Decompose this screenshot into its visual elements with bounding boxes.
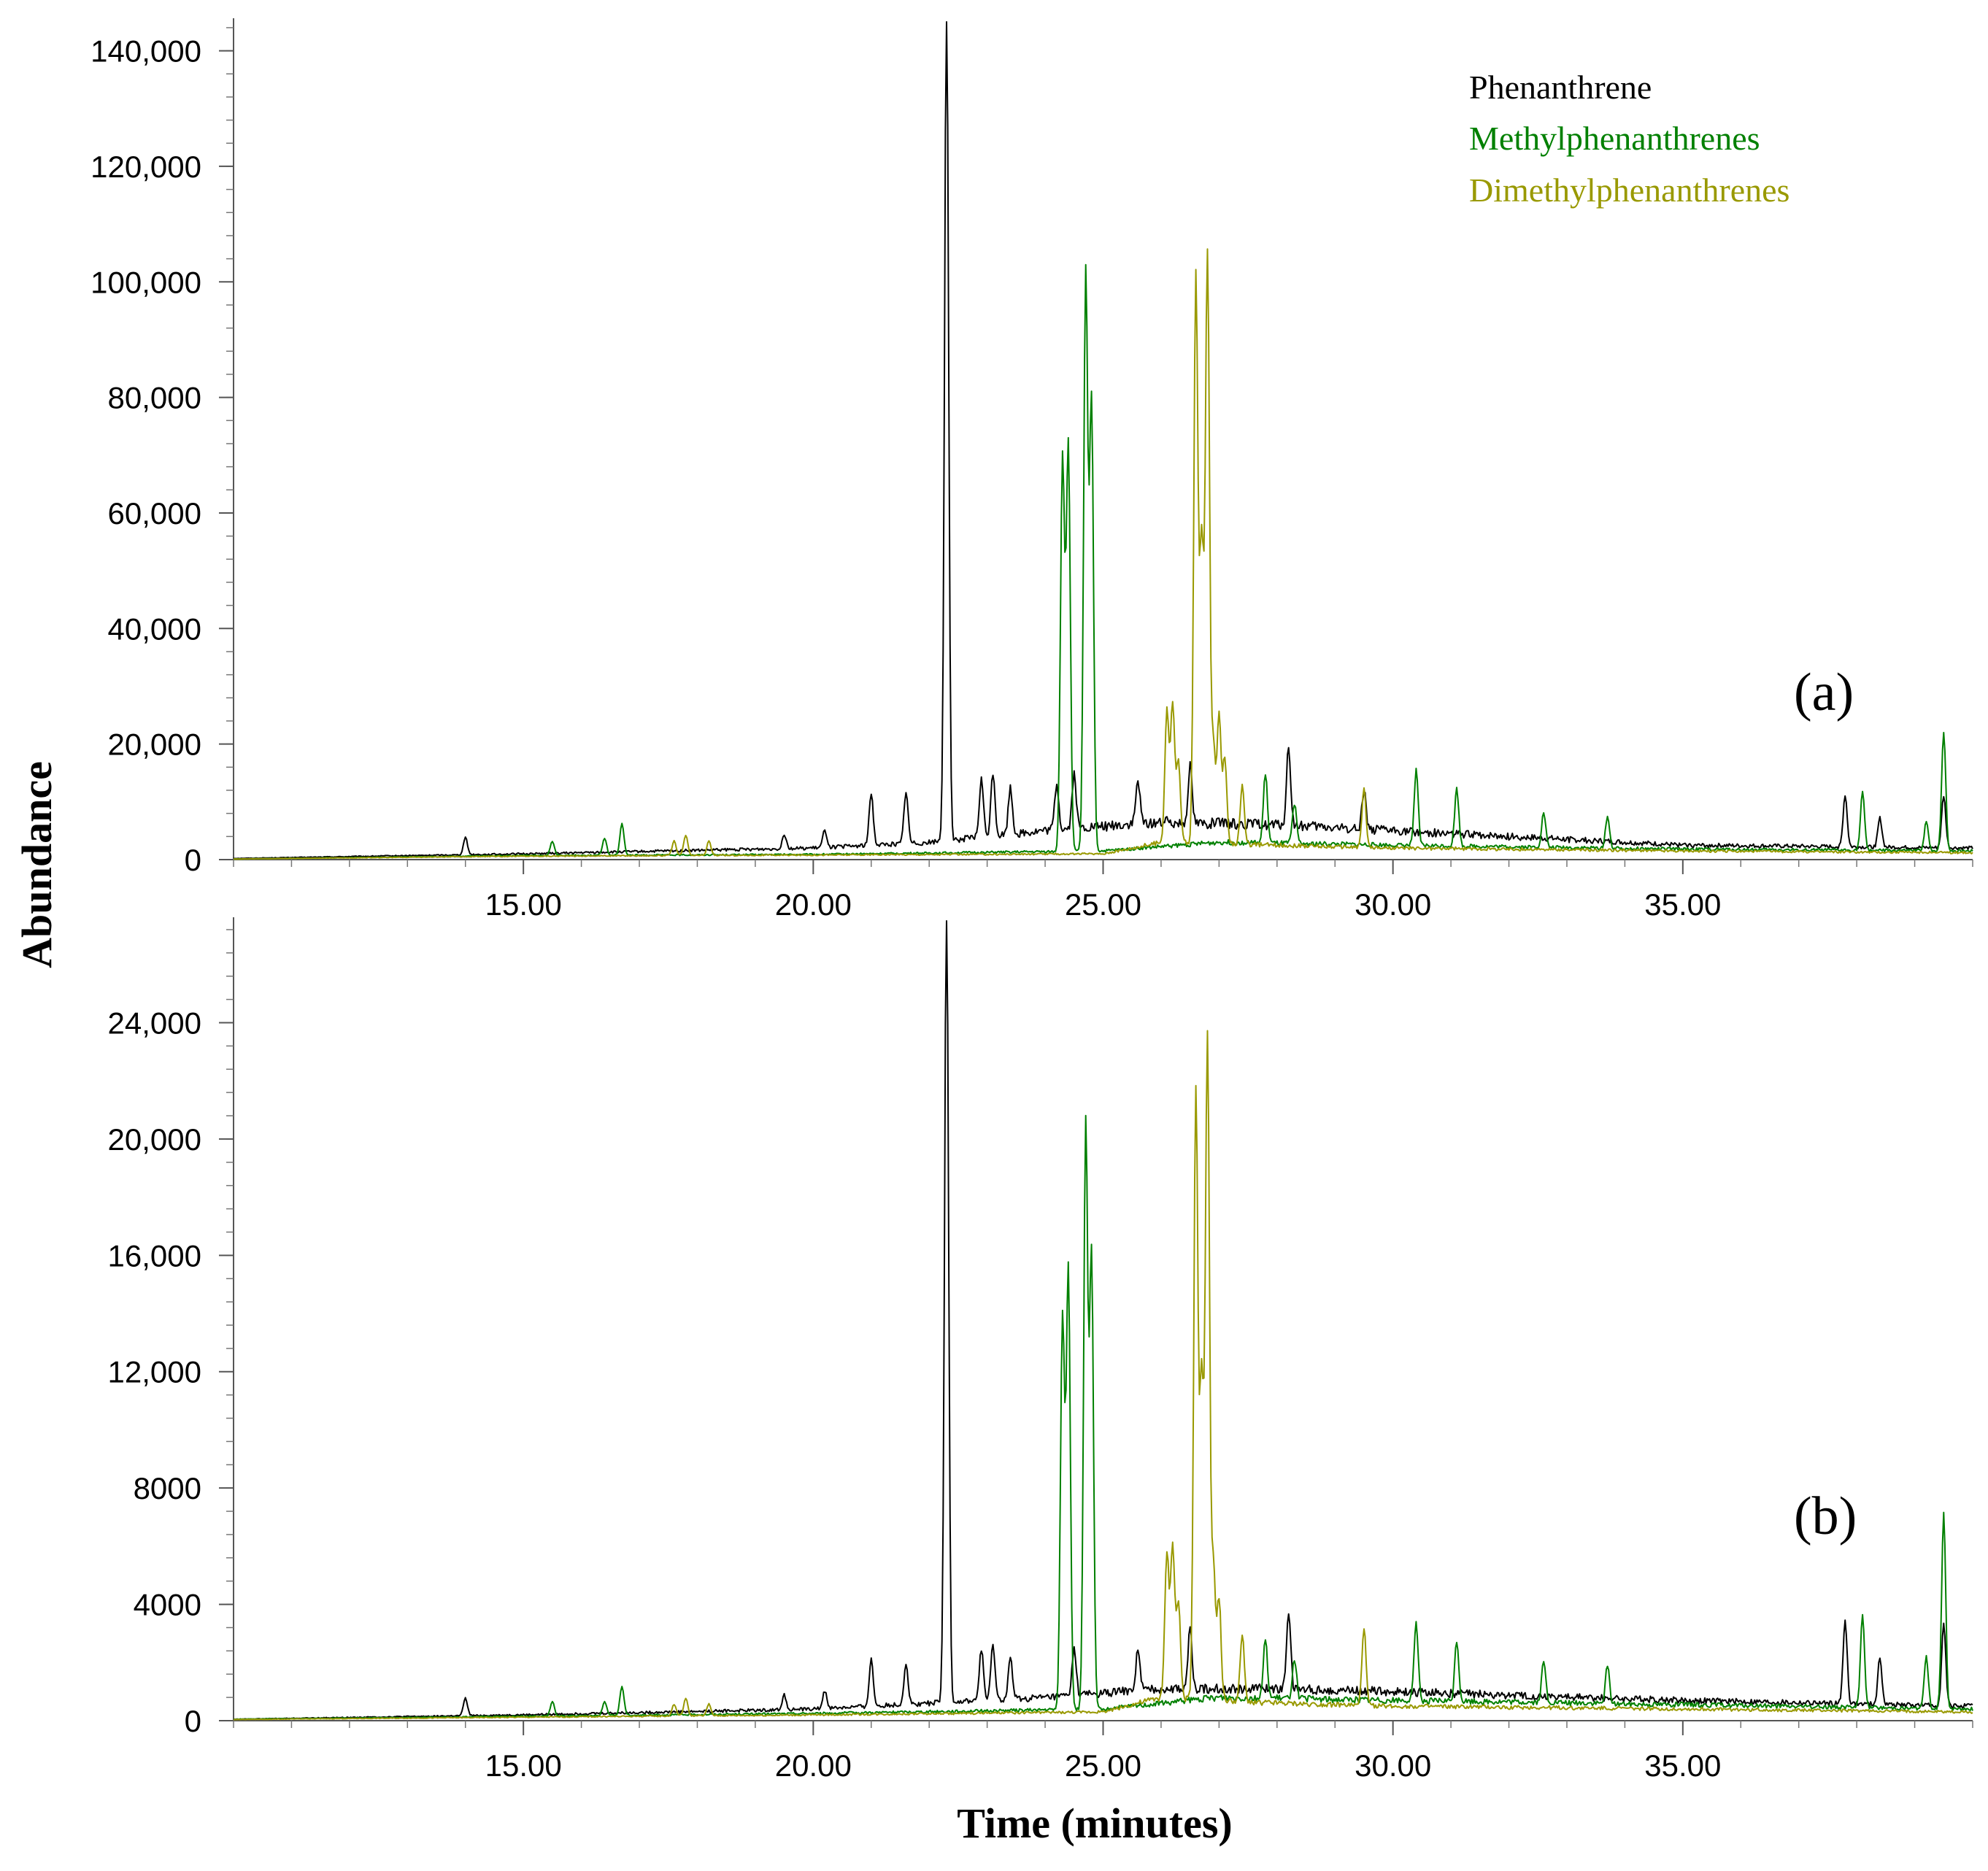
y-tick-label: 80,000 <box>108 381 201 415</box>
y-tick-label: 120,000 <box>90 150 201 184</box>
legend-entry-methylphenanthrenes: Methylphenanthrenes <box>1469 120 1760 157</box>
x-axis-title: Time (minutes) <box>957 1799 1233 1847</box>
y-tick-label: 100,000 <box>90 265 201 299</box>
y-tick-label: 40,000 <box>108 612 201 646</box>
y-tick-label: 12,000 <box>108 1355 201 1389</box>
y-tick-label: 20,000 <box>108 728 201 762</box>
x-tick-label: 25.00 <box>1065 887 1141 922</box>
y-axis-title: Abundance <box>13 761 61 968</box>
y-tick-label: 20,000 <box>108 1122 201 1157</box>
x-tick-label: 15.00 <box>485 1748 562 1783</box>
series-line-dimethylphenanthrenes <box>233 1030 1973 1721</box>
x-tick-label: 20.00 <box>775 887 852 922</box>
x-tick-label: 30.00 <box>1355 1748 1431 1783</box>
x-tick-label: 35.00 <box>1644 1748 1721 1783</box>
panel-a: 0 20,000 40,000 60,000 80,000 100,000 120,000 1… <box>90 18 1973 922</box>
y-tick-label: 8000 <box>134 1471 201 1505</box>
legend: Phenanthrene Methylphenanthrenes Dimethy… <box>1469 69 1789 209</box>
y-tick-label: 16,000 <box>108 1238 201 1273</box>
y-tick-label: 60,000 <box>108 496 201 531</box>
panel-label-b: (b) <box>1794 1486 1857 1546</box>
x-tick-label: 20.00 <box>775 1748 852 1783</box>
legend-entry-phenanthrene: Phenanthrene <box>1469 69 1652 106</box>
series-line-phenanthrene <box>234 21 1973 860</box>
panel-b: 0 4000 8000 12,000 16,000 20,000 24,000 15.00 20… <box>108 917 1973 1783</box>
y-tick-label: 0 <box>185 843 201 877</box>
y-tick-label: 24,000 <box>108 1006 201 1040</box>
legend-entry-dimethylphenanthrenes: Dimethylphenanthrenes <box>1469 171 1789 209</box>
y-tick-label: 4000 <box>134 1588 201 1622</box>
x-tick-label: 15.00 <box>485 887 562 922</box>
panel-label-a: (a) <box>1794 663 1854 722</box>
series-line-phenanthrene <box>234 920 1973 1721</box>
x-tick-label: 25.00 <box>1065 1748 1141 1783</box>
x-tick-label: 35.00 <box>1644 887 1721 922</box>
x-tick-label: 30.00 <box>1355 887 1431 922</box>
series-line-dimethylphenanthrenes <box>233 248 1973 860</box>
y-tick-label: 0 <box>185 1704 201 1738</box>
y-tick-label: 140,000 <box>90 34 201 69</box>
